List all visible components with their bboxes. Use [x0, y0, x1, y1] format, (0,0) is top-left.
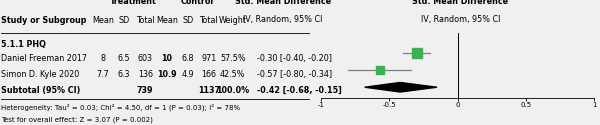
Text: Std. Mean Difference: Std. Mean Difference — [412, 0, 509, 6]
Text: 166: 166 — [202, 70, 216, 79]
Polygon shape — [365, 82, 437, 92]
Text: Heterogeneity: Tau² = 0.03; Chi² = 4.50, df = 1 (P = 0.03); I² = 78%: Heterogeneity: Tau² = 0.03; Chi² = 4.50,… — [1, 103, 241, 111]
Text: 42.5%: 42.5% — [220, 70, 245, 79]
Text: Weight: Weight — [219, 16, 247, 25]
Text: 603: 603 — [138, 54, 152, 63]
Text: IV, Random, 95% CI: IV, Random, 95% CI — [421, 15, 500, 24]
Text: 739: 739 — [137, 86, 154, 95]
Text: Test for overall effect: Z = 3.07 (P = 0.002): Test for overall effect: Z = 3.07 (P = 0… — [1, 116, 153, 123]
Text: -0.42 [-0.68, -0.15]: -0.42 [-0.68, -0.15] — [257, 86, 341, 95]
Text: Daniel Freeman 2017: Daniel Freeman 2017 — [1, 54, 87, 63]
Text: IV, Random, 95% CI: IV, Random, 95% CI — [243, 15, 323, 24]
Text: 10: 10 — [161, 54, 172, 63]
Text: 1137: 1137 — [198, 86, 220, 95]
Text: -0.30 [-0.40, -0.20]: -0.30 [-0.40, -0.20] — [257, 54, 332, 63]
Text: Study or Subgroup: Study or Subgroup — [1, 16, 87, 25]
Text: 4.9: 4.9 — [181, 70, 194, 79]
Text: Control: Control — [180, 0, 214, 6]
Text: Subtotal (95% CI): Subtotal (95% CI) — [1, 86, 80, 95]
Text: 5.1.1 PHQ: 5.1.1 PHQ — [1, 40, 46, 49]
Text: 6.5: 6.5 — [118, 54, 131, 63]
Text: Mean: Mean — [156, 16, 178, 25]
Text: Simon D. Kyle 2020: Simon D. Kyle 2020 — [1, 70, 79, 79]
Text: 10.9: 10.9 — [157, 70, 176, 79]
Text: Mean: Mean — [92, 16, 114, 25]
Text: 57.5%: 57.5% — [220, 54, 245, 63]
Text: 136: 136 — [138, 70, 152, 79]
Text: 8: 8 — [101, 54, 106, 63]
Text: 7.7: 7.7 — [97, 70, 110, 79]
Text: Total: Total — [136, 16, 155, 25]
Text: Total: Total — [199, 16, 218, 25]
Text: 971: 971 — [201, 54, 217, 63]
Text: -0.57 [-0.80, -0.34]: -0.57 [-0.80, -0.34] — [257, 70, 332, 79]
Text: 6.3: 6.3 — [118, 70, 130, 79]
Text: 100.0%: 100.0% — [216, 86, 250, 95]
Text: Std. Mean Difference: Std. Mean Difference — [235, 0, 331, 6]
Text: SD: SD — [182, 16, 193, 25]
Text: SD: SD — [119, 16, 130, 25]
Text: 6.8: 6.8 — [182, 54, 194, 63]
Text: Treatment: Treatment — [110, 0, 157, 6]
